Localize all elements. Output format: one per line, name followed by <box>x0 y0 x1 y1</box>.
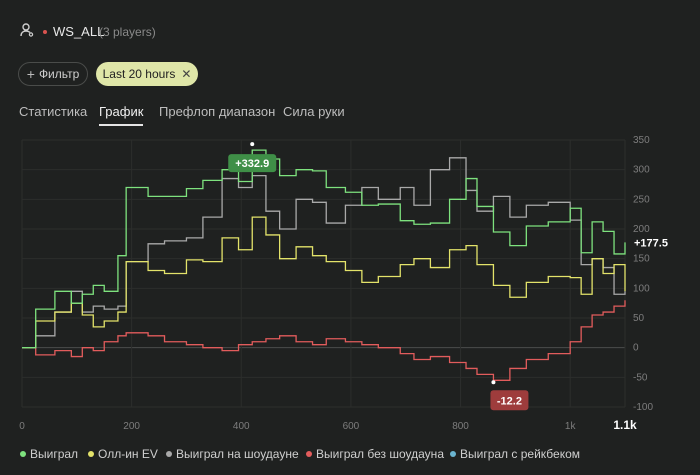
legend-dot-icon <box>450 451 456 457</box>
max-badge <box>228 154 277 173</box>
x-tick-label: 1k <box>565 421 577 432</box>
filter-label: Фильтр <box>38 67 80 81</box>
series-line <box>22 149 626 349</box>
legend-label: Выиграл с рейкбеком <box>460 447 581 461</box>
y-tick-label: 350 <box>633 135 650 146</box>
players-count: (3 players) <box>99 25 156 39</box>
y-tick-label: 250 <box>633 194 650 205</box>
y-tick-label: 0 <box>633 343 639 354</box>
series-line <box>22 216 626 349</box>
tab-hand-strength[interactable]: Сила руки <box>283 104 345 119</box>
y-tick-label: 100 <box>633 283 650 294</box>
x-tick-label: 0 <box>19 421 25 432</box>
legend-item[interactable]: Выиграл с рейкбеком <box>450 447 580 461</box>
user-settings-icon[interactable] <box>20 23 34 37</box>
legend-item[interactable]: Выиграл без шоудауна <box>306 447 444 461</box>
legend-item[interactable]: Выиграл на шоудауне <box>166 447 299 461</box>
tab-preflop-range[interactable]: Префлоп диапазон <box>159 104 276 119</box>
legend-dot-icon <box>306 451 312 457</box>
close-icon[interactable]: ✕ <box>181 67 192 81</box>
max-point <box>250 142 255 147</box>
status-dot <box>43 30 47 34</box>
profit-chart: 350 300 250 200 150 100 50 0 -50 -100 0 200 400 600 80… <box>19 135 668 432</box>
tab-graph[interactable]: График <box>99 104 144 126</box>
period-chip[interactable]: Last 20 hours ✕ <box>96 62 198 86</box>
min-badge <box>490 390 529 411</box>
min-point <box>491 380 496 385</box>
workspace-title: WS_ALL <box>53 24 105 39</box>
legend-item[interactable]: Выиграл <box>20 447 78 461</box>
plus-icon: + <box>26 66 35 82</box>
x-tick-label: 200 <box>123 421 140 432</box>
legend-label: Олл-ин EV <box>98 447 158 461</box>
tab-statistics[interactable]: Статистика <box>19 104 88 119</box>
y-tick-label: -50 <box>633 372 648 383</box>
series-line <box>22 157 626 349</box>
chart-legend: Выиграл Олл-ин EV Выиграл на шоудауне Выигр… <box>0 447 700 465</box>
legend-label: Выиграл без шоудауна <box>316 447 444 461</box>
legend-dot-icon <box>88 451 94 457</box>
legend-dot-icon <box>20 451 26 457</box>
filter-button[interactable]: + Фильтр <box>18 62 88 86</box>
max-label: +332.9 <box>235 158 269 170</box>
y-tick-label: 150 <box>633 254 650 265</box>
legend-label: Выиграл на шоудауне <box>176 447 299 461</box>
period-label: Last 20 hours <box>102 67 176 81</box>
y-tick-label: 50 <box>633 313 645 324</box>
legend-label: Выиграл <box>30 447 79 461</box>
y-tick-label: 200 <box>633 224 650 235</box>
min-label: -12.2 <box>497 395 522 407</box>
x-tick-label: 600 <box>343 421 360 432</box>
series-line <box>22 300 626 381</box>
x-tick-label: 800 <box>452 421 469 432</box>
y-tick-label: -100 <box>633 402 653 413</box>
legend-item[interactable]: Олл-ин EV <box>88 447 158 461</box>
x-tick-label: 1.1k <box>613 418 637 432</box>
last-value-label: +177.5 <box>634 237 668 249</box>
y-tick-label: 300 <box>633 165 650 176</box>
header: WS_ALL (3 players) <box>0 0 700 60</box>
legend-dot-icon <box>166 451 172 457</box>
x-tick-label: 400 <box>233 421 250 432</box>
